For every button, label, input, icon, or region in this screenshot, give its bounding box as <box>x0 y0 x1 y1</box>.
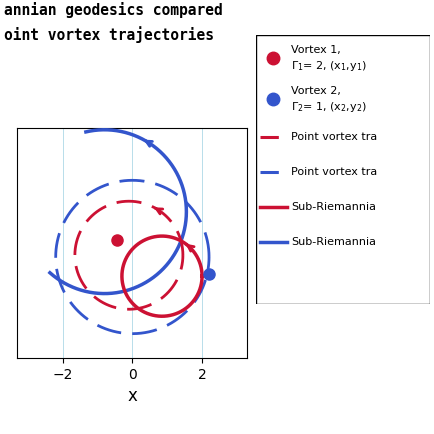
Text: $\Gamma_2$= 1, (x$_2$,y$_2$): $\Gamma_2$= 1, (x$_2$,y$_2$) <box>291 100 367 115</box>
FancyBboxPatch shape <box>256 35 430 304</box>
X-axis label: x: x <box>128 387 137 405</box>
Text: Sub-Riemannia: Sub-Riemannia <box>291 202 376 212</box>
Text: annian geodesics compared: annian geodesics compared <box>4 2 223 18</box>
Text: Point vortex tra: Point vortex tra <box>291 132 377 142</box>
Text: $\Gamma_1$= 2, (x$_1$,y$_1$): $\Gamma_1$= 2, (x$_1$,y$_1$) <box>291 59 367 72</box>
Text: oint vortex trajectories: oint vortex trajectories <box>4 26 214 43</box>
Text: Vortex 2,: Vortex 2, <box>291 86 341 96</box>
Text: Vortex 1,: Vortex 1, <box>291 45 341 55</box>
Text: Point vortex tra: Point vortex tra <box>291 167 377 177</box>
Text: Sub-Riemannia: Sub-Riemannia <box>291 237 376 247</box>
